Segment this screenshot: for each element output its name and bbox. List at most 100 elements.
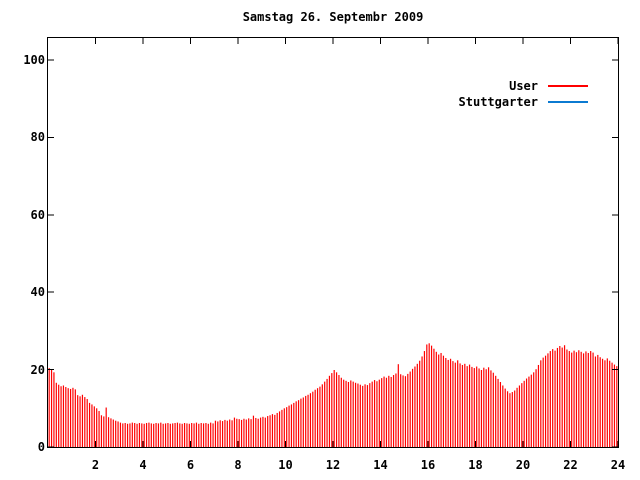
x-tick-label: 16: [420, 458, 436, 472]
impulse-bar: [373, 380, 376, 447]
impulse-bar: [103, 416, 105, 447]
x-tick-label: 8: [234, 458, 242, 472]
impulse-bar: [457, 360, 459, 447]
impulse-bar: [352, 381, 354, 447]
impulse-bar: [174, 423, 176, 447]
y-tick-label: 60: [30, 207, 45, 222]
impulse-bar: [407, 373, 409, 447]
y-tick-label: 100: [23, 53, 45, 68]
impulse-bar: [58, 384, 60, 447]
impulse-bar: [181, 423, 183, 447]
impulse-bar: [561, 347, 563, 447]
impulse-bar: [53, 372, 55, 447]
impulse-bar: [485, 369, 487, 447]
impulse-bar: [167, 423, 169, 447]
impulse-bar: [236, 418, 238, 447]
impulse-bar: [440, 352, 442, 447]
impulse-bar: [98, 411, 100, 447]
impulse-bar: [340, 377, 342, 447]
impulse-bar: [295, 401, 297, 447]
impulse-bar: [435, 351, 437, 447]
legend-item-user: User: [459, 78, 588, 94]
impulse-bar: [597, 354, 599, 447]
impulse-bar: [354, 382, 357, 447]
impulse-bar: [328, 375, 331, 447]
impulse-bar: [497, 378, 499, 447]
impulse-bar: [502, 385, 504, 447]
impulse-bar: [164, 423, 167, 447]
impulse-bar: [88, 402, 91, 447]
impulse-bar: [105, 407, 107, 447]
impulse-bar: [364, 384, 366, 447]
impulse-bar: [233, 417, 236, 447]
impulse-bar: [366, 385, 369, 447]
impulse-bar: [262, 416, 264, 447]
impulse-bar: [255, 417, 257, 447]
impulse-bar: [245, 419, 247, 447]
impulse-bar: [110, 418, 112, 447]
impulse-bar: [604, 360, 606, 447]
impulse-bar: [338, 375, 340, 447]
impulse-bar: [514, 390, 516, 447]
impulse-bar: [388, 375, 390, 447]
impulse-bar: [243, 418, 245, 447]
impulse-bar: [84, 397, 86, 447]
impulse-bar: [609, 360, 611, 447]
impulse-bar: [335, 372, 338, 447]
impulse-bar: [307, 394, 309, 447]
impulse-bar: [487, 367, 490, 447]
impulse-bar: [65, 387, 67, 447]
impulse-bar: [397, 364, 399, 447]
impulse-bar: [148, 422, 150, 447]
impulse-bar: [540, 360, 542, 447]
x-tick-label: 22: [563, 458, 578, 472]
impulse-bar: [404, 376, 407, 447]
impulse-bar: [511, 392, 513, 447]
impulse-bar: [445, 358, 447, 447]
impulse-bar: [350, 380, 352, 447]
impulse-bar: [312, 391, 314, 447]
impulse-bar: [492, 372, 494, 447]
impulse-bar: [153, 423, 155, 447]
impulse-bar: [305, 395, 307, 447]
y-tick-label: 20: [30, 362, 45, 377]
impulse-bar: [411, 368, 414, 447]
impulse-bar: [257, 418, 259, 447]
impulse-bar: [611, 362, 613, 447]
impulse-bar: [530, 374, 532, 447]
impulse-bar: [568, 351, 570, 447]
impulse-bar: [72, 387, 74, 447]
impulse-bar: [288, 405, 290, 447]
x-tick-label: 6: [186, 458, 195, 472]
impulse-bar: [55, 382, 57, 447]
impulse-bar: [297, 400, 300, 447]
impulse-bar: [67, 388, 69, 447]
x-tick-label: 24: [610, 458, 626, 472]
impulse-bar: [283, 408, 285, 447]
impulse-bar: [345, 380, 347, 447]
impulse-bar: [613, 364, 616, 447]
impulse-bar: [207, 423, 209, 447]
impulse-bar: [563, 345, 566, 447]
impulse-bar: [416, 363, 418, 447]
impulse-bar: [594, 356, 597, 447]
impulse-bar: [141, 423, 143, 447]
impulse-bar: [191, 423, 193, 447]
impulse-bar: [438, 354, 440, 447]
x-tick-label: 4: [139, 458, 147, 472]
impulse-bar: [74, 389, 76, 447]
impulse-bar: [48, 368, 50, 447]
impulse-bar: [160, 422, 162, 447]
impulse-bar: [580, 351, 582, 447]
impulse-bar: [480, 370, 483, 447]
impulse-bar: [198, 423, 200, 447]
impulse-bar: [205, 423, 207, 447]
impulse-bar: [324, 381, 326, 447]
legend: User Stuttgarter: [459, 78, 588, 110]
impulse-bar: [454, 362, 456, 447]
impulse-bar: [302, 397, 304, 447]
impulse-bar: [419, 360, 421, 447]
impulse-bar: [549, 351, 551, 447]
impulse-bar: [369, 383, 371, 447]
